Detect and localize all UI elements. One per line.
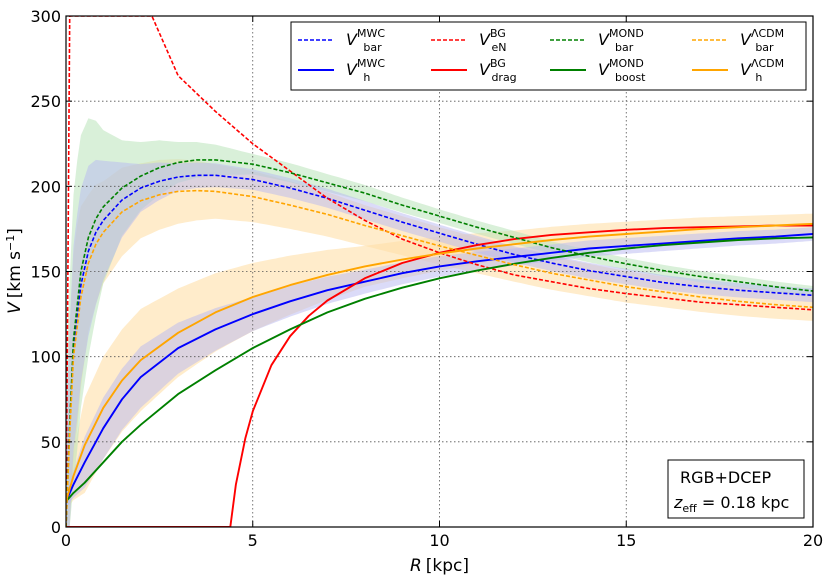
x-tick-label: 5	[248, 531, 258, 550]
annotation-line-2: zeff = 0.18 kpc	[673, 493, 789, 515]
y-tick-label: 150	[30, 263, 61, 282]
legend-label: VBG drag	[479, 57, 517, 84]
y-tick-label: 0	[51, 518, 61, 537]
legend-entry-mond-bar: VMOND bar	[550, 27, 644, 54]
series-lcdm-h	[66, 222, 813, 502]
legend-entry-mwc-h: VMWC h	[298, 57, 385, 84]
legend-label: VMOND bar	[598, 27, 644, 54]
plot-frame	[65, 15, 814, 528]
annotation-line-1: RGB+DCEP	[680, 468, 772, 487]
series-mwc-h	[66, 233, 813, 502]
legend-label: VMWC h	[346, 57, 385, 84]
legend-entry-lcdm-h: VΛCDM h	[692, 57, 784, 84]
annotation-box: RGB+DCEP zeff = 0.18 kpc	[667, 459, 805, 519]
series-lcdm-bar	[66, 189, 813, 527]
x-tick-label: 20	[803, 531, 823, 550]
y-tick-label: 200	[30, 177, 61, 196]
series-bg-drag	[66, 224, 813, 527]
legend: VMWC bar VMWC h VBG eN VBG drag VMOND bar VMOND boo…	[290, 21, 807, 91]
x-tick-label: 0	[61, 531, 71, 550]
legend-entry-mond-boost: VMOND boost	[550, 57, 646, 84]
legend-label: VΛCDM h	[740, 57, 784, 84]
x-tick-label: 15	[616, 531, 636, 550]
legend-entry-mwc-bar: VMWC bar	[298, 27, 385, 54]
legend-entry-bg-en: VBG eN	[431, 27, 506, 54]
band-lcdm-h	[66, 213, 813, 510]
series-mond-boost	[66, 236, 813, 503]
y-tick-label: 100	[30, 348, 61, 367]
y-tick-label: 50	[41, 433, 61, 452]
y-tick-label: 250	[30, 92, 61, 111]
x-axis-label: R [kpc]	[410, 556, 469, 576]
series-mwc-bar	[66, 174, 813, 527]
y-tick-label: 300	[30, 7, 61, 26]
legend-label: VMWC bar	[346, 27, 385, 54]
legend-label: VBG eN	[479, 27, 506, 54]
series-mond-bar	[66, 159, 813, 527]
legend-entry-bg-drag: VBG drag	[431, 57, 517, 84]
legend-entry-lcdm-bar: VΛCDM bar	[692, 27, 784, 54]
legend-label: VΛCDM bar	[740, 27, 784, 54]
grid	[66, 16, 813, 527]
series-lines	[66, 16, 813, 527]
x-tick-label: 10	[429, 531, 449, 550]
legend-label: VMOND boost	[598, 57, 646, 84]
series-bg-en	[66, 16, 813, 527]
band-mond-bar	[66, 118, 813, 527]
legend-box	[290, 21, 807, 91]
y-axis-label: V[km s−1]	[4, 228, 26, 314]
